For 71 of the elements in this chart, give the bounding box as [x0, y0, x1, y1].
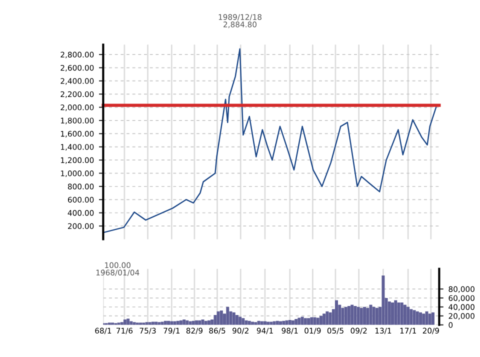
- bar: [182, 319, 186, 325]
- bar: [372, 306, 376, 325]
- bar: [254, 322, 258, 325]
- bar: [366, 308, 370, 325]
- bar: [375, 308, 378, 325]
- bar: [388, 302, 391, 325]
- bar: [291, 320, 294, 325]
- bar: [326, 311, 329, 325]
- bar: [400, 302, 404, 325]
- bar: [394, 300, 398, 325]
- bar: [226, 306, 230, 325]
- bar: [397, 302, 400, 325]
- bar: [344, 306, 348, 325]
- bar: [186, 320, 189, 325]
- bar: [242, 318, 245, 325]
- bar: [431, 312, 434, 325]
- bar: [322, 314, 326, 325]
- line-series: [103, 48, 437, 234]
- bar: [288, 320, 292, 325]
- bar: [198, 320, 202, 325]
- bar: [238, 316, 242, 325]
- bar: [285, 320, 288, 325]
- bar: [391, 302, 394, 325]
- bar: [154, 322, 158, 325]
- bar: [126, 318, 130, 325]
- bar: [350, 304, 354, 325]
- bar: [220, 310, 223, 325]
- bar: [363, 306, 366, 325]
- bar: [244, 320, 248, 325]
- bar: [270, 322, 273, 325]
- bar: [310, 317, 314, 325]
- bar: [179, 320, 182, 325]
- bar: [266, 322, 270, 325]
- bar: [328, 312, 332, 325]
- bar: [428, 314, 432, 325]
- bar: [210, 319, 214, 325]
- bar: [412, 310, 416, 325]
- bar: [298, 318, 301, 325]
- bar: [120, 322, 124, 325]
- bar: [294, 319, 298, 325]
- bar: [354, 306, 357, 325]
- bar: [307, 318, 310, 325]
- bar: [356, 306, 360, 325]
- bar: [232, 312, 236, 325]
- bar: [341, 308, 344, 325]
- bar: [382, 276, 385, 325]
- bar: [235, 315, 238, 325]
- bar: [132, 322, 136, 325]
- bar: [316, 318, 320, 325]
- bar: [422, 314, 426, 325]
- bar: [300, 316, 304, 325]
- bar: [195, 320, 198, 325]
- bar: [207, 320, 210, 325]
- bar: [251, 322, 254, 325]
- bar: [123, 319, 126, 325]
- bar: [410, 309, 413, 325]
- bar: [158, 322, 161, 325]
- bar: [216, 311, 220, 325]
- bar: [160, 322, 164, 325]
- bar: [335, 300, 338, 325]
- bar: [148, 322, 152, 325]
- bar: [403, 304, 406, 325]
- bar: [304, 318, 307, 325]
- bar: [319, 316, 322, 325]
- bar: [151, 322, 154, 325]
- bar: [214, 315, 217, 325]
- bar: [347, 306, 350, 325]
- bar: [406, 306, 410, 325]
- bar: [360, 308, 363, 325]
- bar: [419, 312, 422, 325]
- bar: [416, 311, 419, 325]
